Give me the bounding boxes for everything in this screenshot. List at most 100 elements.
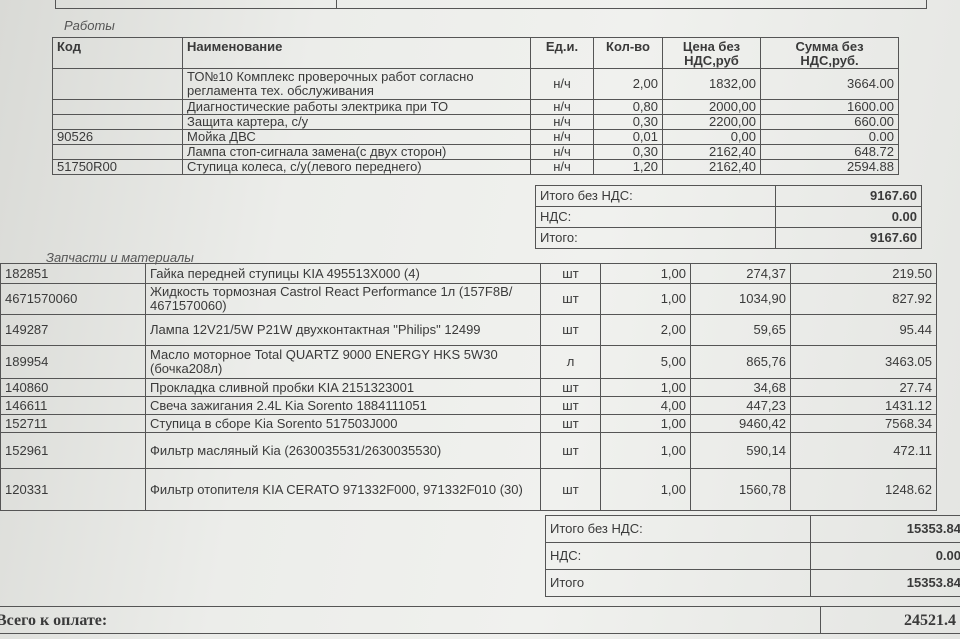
works-table: Код Наименование Ед.и. Кол-во Цена без Н…: [52, 37, 899, 175]
table-row: 90526 Мойка ДВС н/ч 0,01 0,00 0.00: [52, 129, 899, 145]
totals-value: 15353.84: [810, 569, 960, 597]
cell-code: 4671570060: [0, 283, 146, 315]
works-section-label: Работы: [64, 18, 115, 33]
cell-qty: 0,30: [593, 144, 663, 160]
cell-price: 1560,78: [690, 468, 791, 511]
cell-qty: 2,00: [593, 68, 663, 100]
cell-code: 182851: [0, 263, 146, 284]
cell-name: Жидкость тормозная Castrol React Perform…: [145, 283, 541, 315]
cell-code: 90526: [52, 129, 183, 145]
cell-name: Фильтр отопителя KIA CERATO 971332F000, …: [145, 468, 541, 511]
cell-unit: шт: [540, 378, 601, 397]
cell-price: 59,65: [690, 314, 791, 346]
cell-name: Диагностические работы электрика при ТО: [182, 99, 531, 115]
cell-name: Мойка ДВС: [182, 129, 531, 145]
cell-code: 189954: [0, 345, 146, 379]
cell-qty: 2,00: [600, 314, 691, 346]
cell-name: Ступица колеса, с/у(левого переднего): [182, 159, 531, 175]
table-row: Диагностические работы электрика при ТО н…: [52, 99, 899, 115]
cell-qty: 1,20: [593, 159, 663, 175]
cell-qty: 1,00: [600, 414, 691, 433]
cell-qty: 1,00: [600, 378, 691, 397]
cell-unit: шт: [540, 432, 601, 469]
table-row: 51750R00 Ступица колеса, с/у(левого перед…: [52, 159, 899, 175]
cell-sum: 648.72: [760, 144, 899, 160]
header-sum: Сумма без НДС,руб.: [760, 37, 899, 69]
cell-sum: 3463.05: [790, 345, 937, 379]
cell-qty: 1,00: [600, 468, 691, 511]
table-row: 152961 Фильтр масляный Kia (2630035531/26…: [0, 432, 937, 469]
cell-code: 51750R00: [52, 159, 183, 175]
totals-label: Итого: [545, 569, 811, 597]
cell-price: 2162,40: [662, 144, 761, 160]
cell-sum: 472.11: [790, 432, 937, 469]
cell-qty: 0,01: [593, 129, 663, 145]
totals-row: Итого 15353.84: [545, 569, 960, 597]
table-row: 4671570060 Жидкость тормозная Castrol Rea…: [0, 283, 937, 315]
cell-code: 140860: [0, 378, 146, 397]
cell-sum: 7568.34: [790, 414, 937, 433]
totals-value: 15353.84: [810, 515, 960, 543]
parts-totals: Итого без НДС: 15353.84 НДС: 0.00 Итого 15353…: [545, 515, 960, 597]
cell-sum: 1600.00: [760, 99, 899, 115]
cell-code: [52, 144, 183, 160]
cell-price: 1034,90: [690, 283, 791, 315]
cell-code: [52, 68, 183, 100]
parts-section-label: Запчасти и материалы: [46, 250, 194, 265]
cell-sum: 0.00: [760, 129, 899, 145]
cell-name: Фильтр масляный Kia (2630035531/26300355…: [145, 432, 541, 469]
header-code: Код: [52, 37, 183, 69]
cell-code: [52, 99, 183, 115]
cell-unit: н/ч: [530, 99, 594, 115]
cell-qty: 5,00: [600, 345, 691, 379]
cell-price: 447,23: [690, 396, 791, 415]
cell-sum: 3664.00: [760, 68, 899, 100]
cell-qty: 0,80: [593, 99, 663, 115]
cell-price: 2000,00: [662, 99, 761, 115]
cell-price: 590,14: [690, 432, 791, 469]
table-row: 152711 Ступица в сборе Kia Sorento 517503…: [0, 414, 937, 433]
cell-price: 0,00: [662, 129, 761, 145]
cell-sum: 95.44: [790, 314, 937, 346]
cell-name: Прокладка сливной пробки KIA 2151323001: [145, 378, 541, 397]
grand-total-row: Всего к оплате: 24521.4: [0, 606, 960, 634]
totals-row: Итого без НДС: 9167.60: [535, 185, 922, 207]
totals-row: НДС: 0.00: [535, 206, 922, 228]
cell-name: Масло моторное Total QUARTZ 9000 ENERGY …: [145, 345, 541, 379]
cell-unit: н/ч: [530, 68, 594, 100]
totals-value: 0.00: [810, 542, 960, 570]
cell-unit: шт: [540, 263, 601, 284]
cell-name: Лампа стоп-сигнала замена(с двух сторон): [182, 144, 531, 160]
cell-unit: н/ч: [530, 129, 594, 145]
works-totals: Итого без НДС: 9167.60 НДС: 0.00 Итого: 9167.…: [535, 185, 922, 249]
cell-price: 274,37: [690, 263, 791, 284]
cell-name: Гайка передней ступицы KIA 495513X000 (4…: [145, 263, 541, 284]
cell-price: 9460,42: [690, 414, 791, 433]
cell-unit: шт: [540, 468, 601, 511]
header-unit: Ед.и.: [530, 37, 594, 69]
table-row: 120331 Фильтр отопителя KIA CERATO 971332…: [0, 468, 937, 511]
cell-sum: 27.74: [790, 378, 937, 397]
cell-qty: 0,30: [593, 114, 663, 130]
cell-unit: шт: [540, 414, 601, 433]
cell-unit: л: [540, 345, 601, 379]
totals-label: НДС:: [545, 542, 811, 570]
cell-code: [52, 114, 183, 130]
cell-unit: шт: [540, 283, 601, 315]
cell-price: 865,76: [690, 345, 791, 379]
cell-name: ТО№10 Комплекс проверочных работ согласн…: [182, 68, 531, 100]
cell-unit: шт: [540, 314, 601, 346]
totals-row: Итого: 9167.60: [535, 227, 922, 249]
grand-total-label: Всего к оплате:: [0, 612, 108, 629]
cell-qty: 4,00: [600, 396, 691, 415]
cell-sum: 660.00: [760, 114, 899, 130]
cell-code: 152711: [0, 414, 146, 433]
cell-sum: 1248.62: [790, 468, 937, 511]
cell-sum: 827.92: [790, 283, 937, 315]
cell-qty: 1,00: [600, 283, 691, 315]
table-row: Защита картера, с/у н/ч 0,30 2200,00 660.00: [52, 114, 899, 130]
header-name: Наименование: [182, 37, 531, 69]
cell-price: 2162,40: [662, 159, 761, 175]
totals-value: 9167.60: [775, 185, 922, 207]
cell-name: Свеча зажигания 2.4L Kia Sorento 1884111…: [145, 396, 541, 415]
